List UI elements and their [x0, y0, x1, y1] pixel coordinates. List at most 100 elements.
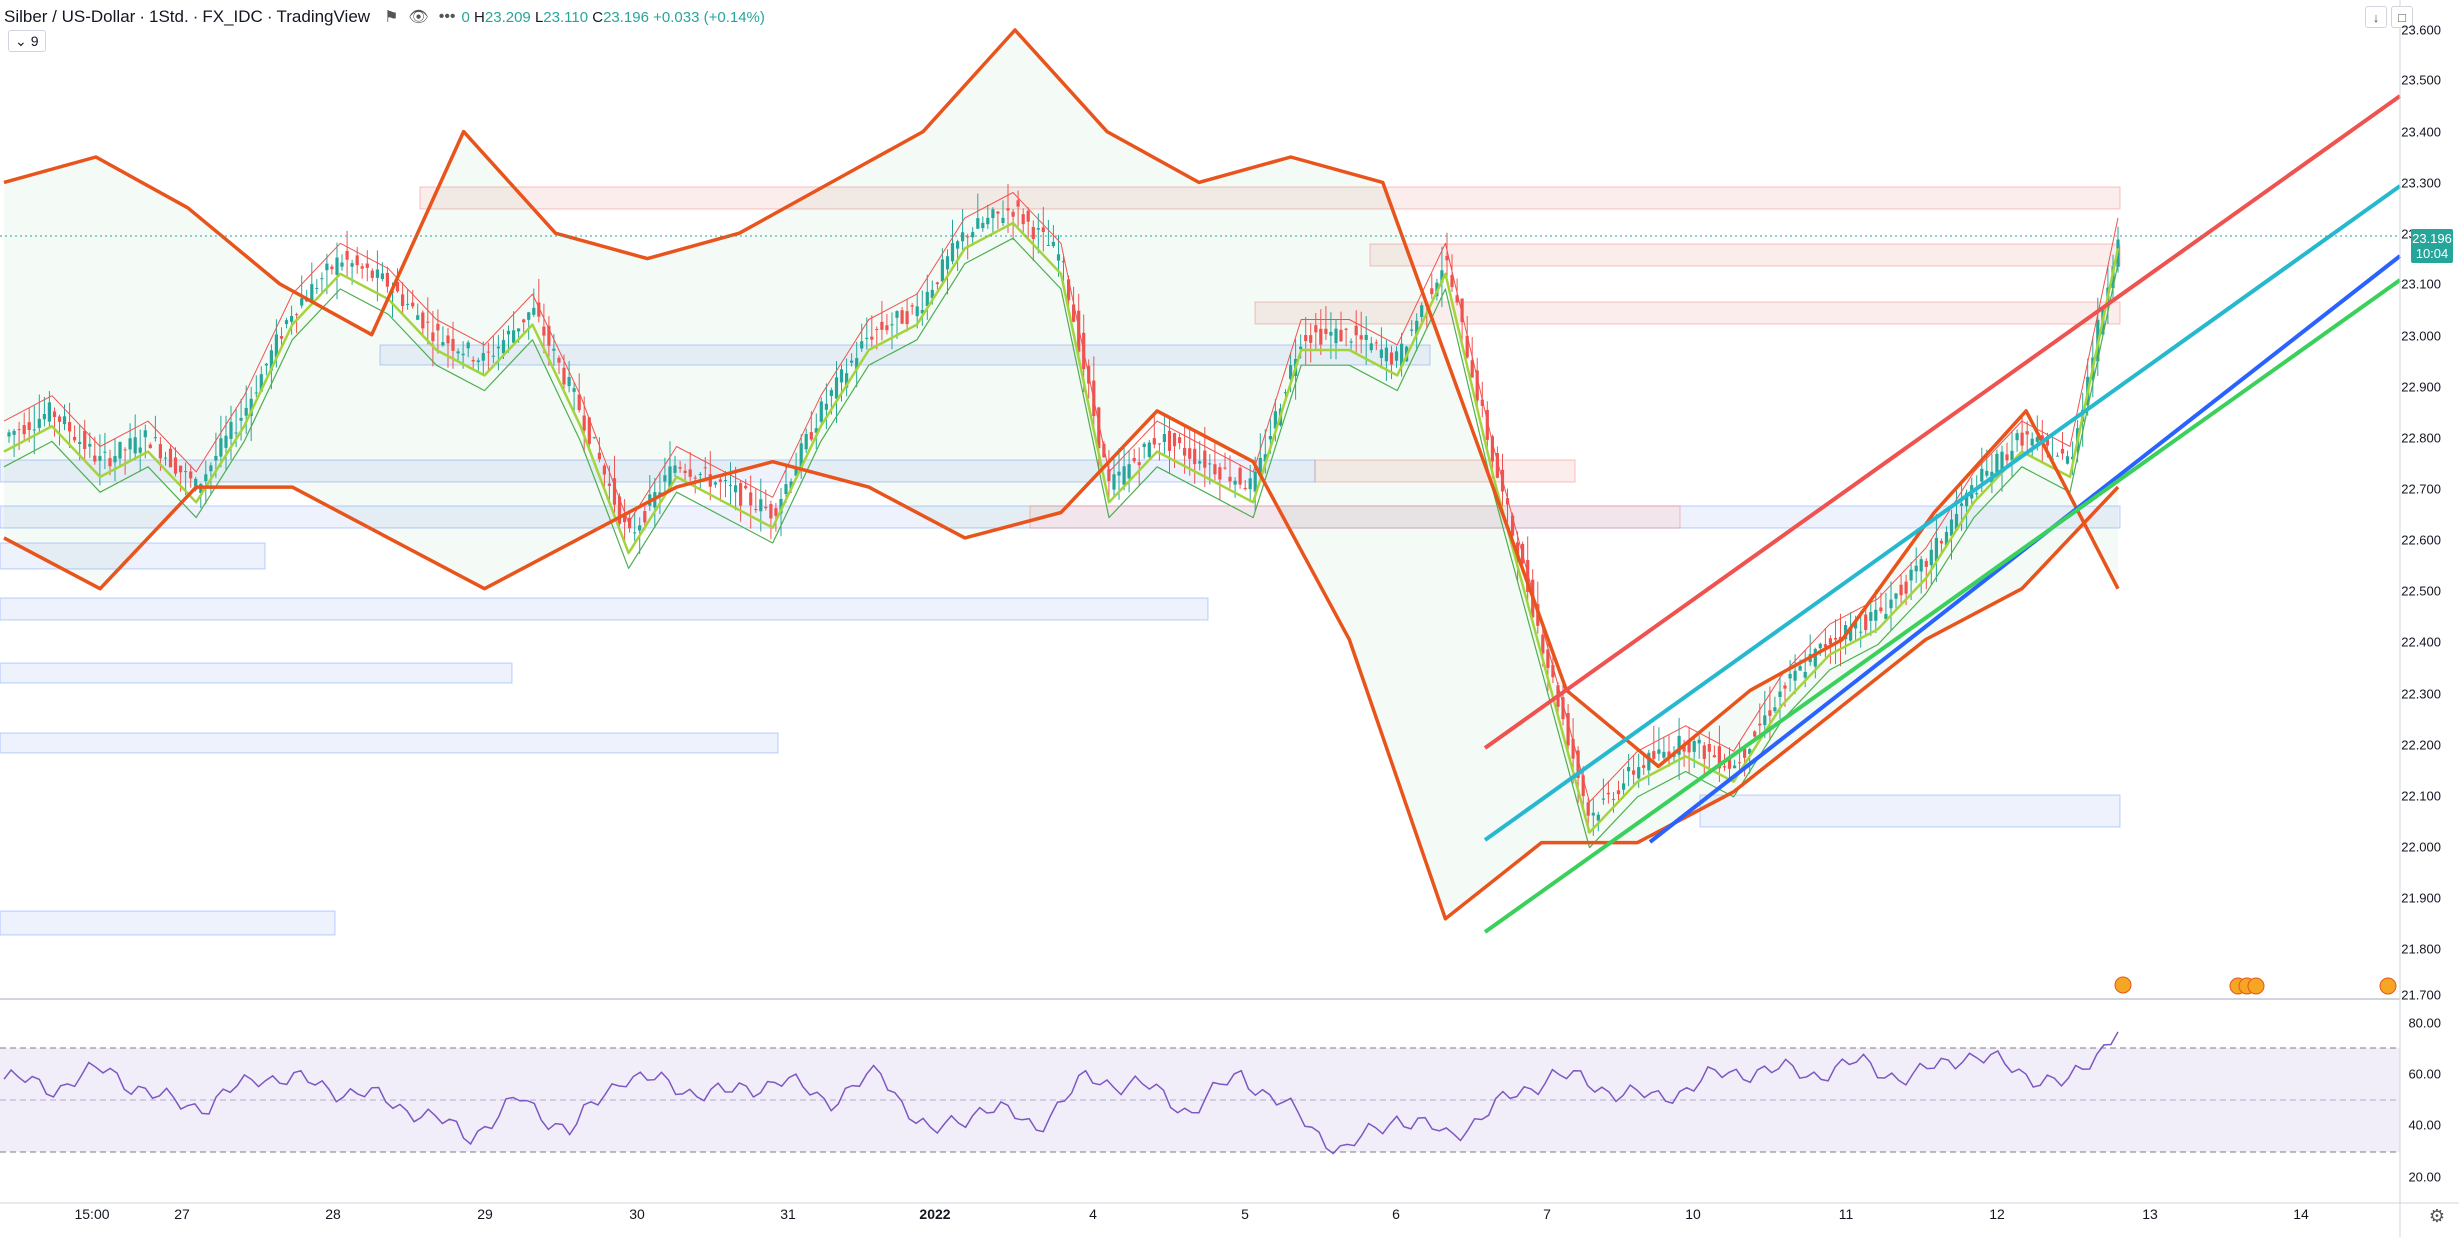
candle-body: [663, 475, 667, 482]
candle-body: [1914, 565, 1918, 572]
candle-body: [643, 511, 647, 523]
time-axis-label: 11: [1838, 1206, 1854, 1222]
candle-body: [1763, 715, 1767, 726]
candle-body: [2005, 454, 2009, 461]
rsi-axis-label: 60.00: [2408, 1066, 2441, 1082]
candle-body: [426, 321, 430, 323]
economic-events[interactable]: [2114, 976, 2397, 995]
candle-body: [1324, 328, 1328, 334]
candle-body: [264, 363, 268, 366]
candle-body: [1793, 670, 1797, 681]
candle-body: [1394, 351, 1399, 361]
candle-body: [300, 298, 304, 306]
candle-body: [2045, 437, 2049, 446]
low-value: 23.110: [543, 8, 589, 26]
candle-body: [1596, 814, 1600, 821]
candle-body: [1995, 453, 1999, 473]
candle-body: [239, 418, 243, 421]
candle-body: [118, 441, 122, 459]
candle-body: [552, 348, 556, 351]
candle-body: [2035, 437, 2039, 442]
candle-body: [98, 456, 102, 461]
time-axis-label: 29: [477, 1206, 493, 1222]
candle-body: [956, 241, 960, 249]
candle-body: [501, 340, 506, 354]
candle-body: [713, 482, 717, 485]
candle-body: [471, 360, 475, 362]
candle-body: [829, 390, 833, 396]
candle-body: [1445, 255, 1449, 261]
candle-body: [1213, 464, 1217, 475]
candle-body: [411, 302, 415, 307]
candle-body: [1505, 498, 1510, 505]
price-axis-label: 22.200: [2401, 737, 2441, 753]
candle-body: [1319, 328, 1323, 345]
candle-body: [1440, 270, 1444, 283]
candle-body: [819, 401, 823, 422]
candle-body: [1218, 467, 1222, 480]
candle-body: [128, 438, 132, 450]
candle-body: [1975, 493, 1979, 495]
candle-body: [1233, 480, 1237, 485]
maximize-icon[interactable]: □: [2391, 6, 2413, 28]
candle-body: [895, 311, 899, 318]
candle-body: [1046, 245, 1050, 246]
interval-label[interactable]: 1Std.: [148, 7, 189, 26]
supply-demand-zones: [0, 186, 2121, 936]
candle-body: [234, 432, 238, 434]
rsi-line: [3, 1031, 2119, 1155]
candle-body: [229, 421, 233, 439]
more-icon[interactable]: •••: [438, 8, 456, 25]
candle-body: [673, 465, 677, 473]
candle-body: [1854, 622, 1858, 629]
candle-body: [592, 437, 596, 439]
source-label: TradingView: [276, 7, 371, 26]
trend-channel-lines[interactable]: [1483, 94, 2402, 934]
candle-body: [1107, 469, 1111, 481]
candle-body: [2000, 451, 2004, 469]
candle-body: [2025, 431, 2029, 435]
time-axis-label: 10: [1685, 1206, 1701, 1222]
candle-body: [1864, 614, 1868, 630]
symbol-name[interactable]: Silber / US-Dollar: [4, 7, 136, 26]
arrow-down-icon[interactable]: ↓: [2365, 6, 2387, 28]
candle-body: [1627, 767, 1631, 772]
candle-body: [577, 394, 581, 411]
candle-body: [1253, 471, 1257, 492]
candle-body: [1475, 370, 1479, 401]
candle-body: [739, 483, 743, 506]
candle-body: [1031, 227, 1035, 239]
candle-body: [1470, 360, 1474, 378]
candle-body: [1410, 329, 1414, 331]
candle-body: [1622, 783, 1626, 790]
flag-icon[interactable]: ⚑: [384, 9, 399, 26]
price-axis-label: 23.400: [2401, 124, 2441, 140]
eye-icon[interactable]: 👁: [408, 9, 429, 26]
candle-body: [1657, 749, 1661, 754]
candle-body: [1954, 513, 1959, 531]
price-axis-label: 23.300: [2401, 175, 2441, 191]
gear-icon[interactable]: ⚙: [2428, 1206, 2445, 1226]
legend-icons: ⚑ 👁 •••: [384, 7, 455, 27]
candle-body: [1455, 295, 1459, 303]
candle-body: [355, 255, 359, 266]
price-axis-label: 23.100: [2401, 276, 2441, 292]
candle-body: [57, 416, 62, 422]
candle-body: [1026, 210, 1030, 222]
candle-body: [557, 357, 561, 363]
candle-body: [1677, 735, 1681, 755]
candle-body: [769, 504, 773, 519]
candle-body: [416, 315, 420, 320]
indicators-collapse-button[interactable]: ⌄ 9: [8, 30, 46, 52]
candle-body: [749, 492, 753, 506]
candle-body: [1616, 790, 1621, 795]
candle-body: [27, 422, 31, 430]
candle-body: [1374, 342, 1378, 344]
price-axis-label: 22.800: [2401, 430, 2441, 446]
candle-body: [1576, 750, 1580, 778]
candle-body: [991, 209, 995, 219]
candle-body: [1561, 697, 1565, 720]
candle-body: [486, 351, 490, 353]
candle-body: [1859, 631, 1863, 633]
